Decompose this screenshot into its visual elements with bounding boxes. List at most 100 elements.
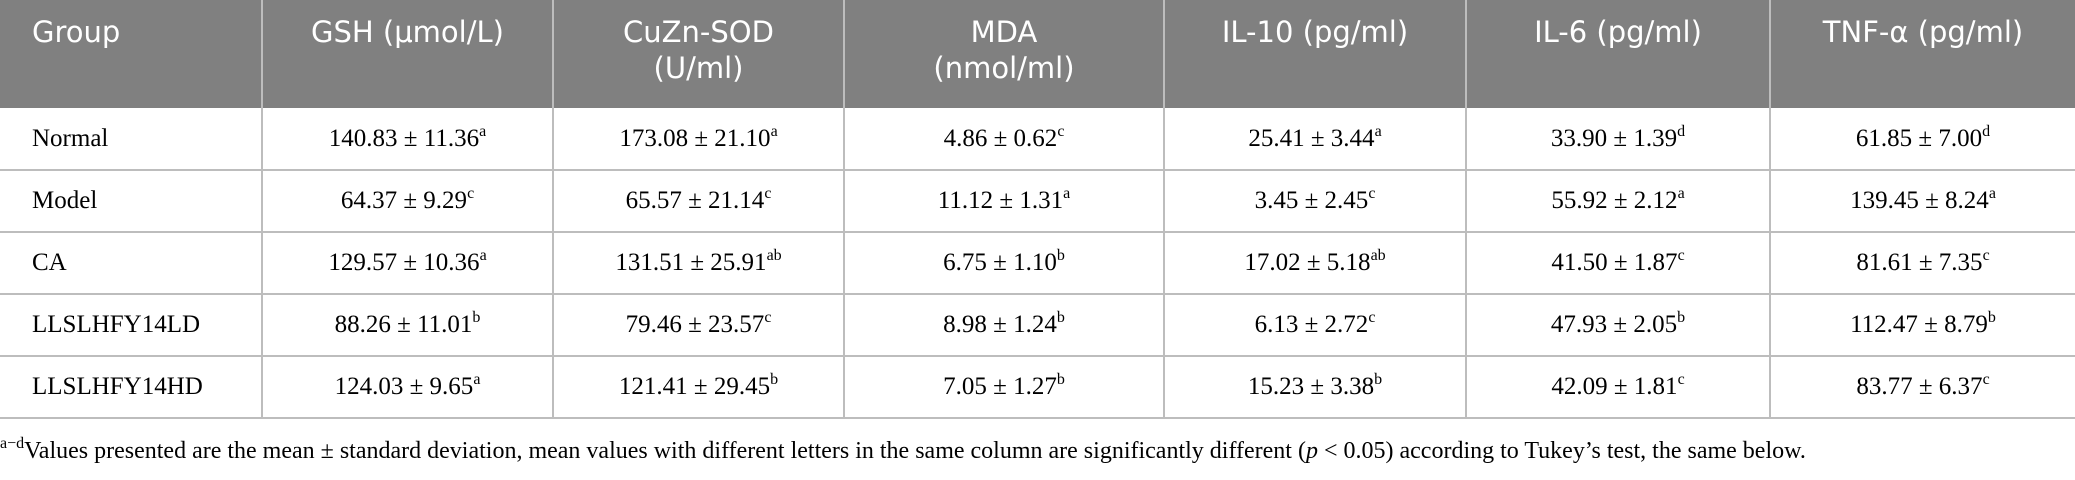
cell-text: 129.57 ± 10.36: [328, 249, 480, 276]
value-cell: 139.45 ± 8.24a: [1769, 170, 2075, 233]
cell-sup: b: [1056, 309, 1065, 326]
cell-text: 42.09 ± 1.81: [1551, 373, 1678, 400]
column-header: Group: [0, 0, 262, 108]
cell-sup: d: [1982, 122, 1991, 140]
header-text: CuZn-SOD: [623, 15, 774, 49]
cell-text: 41.50 ± 1.87: [1551, 249, 1678, 276]
value-cell: 3.45 ± 2.45c: [1163, 170, 1466, 233]
cell-text: 112.47 ± 8.79: [1850, 311, 1988, 338]
cell-text: 33.90 ± 1.39: [1550, 124, 1678, 152]
cell-sup: a: [1677, 185, 1685, 202]
cell-sup: b: [1987, 309, 1996, 326]
cell-text: 79.46 ± 23.57: [625, 311, 765, 338]
table-row: CA 129.57 ± 10.36a 131.51 ± 25.91ab 6.75 ± …: [0, 232, 2075, 295]
value-cell: 129.57 ± 10.36a: [261, 232, 553, 295]
cell-sup: c: [467, 185, 475, 202]
cell-sup: a: [1063, 185, 1071, 202]
group-cell: Normal: [0, 108, 262, 171]
cell-sup: c: [764, 309, 772, 326]
table-row: Model 64.37 ± 9.29c 65.57 ± 21.14c 11.12 ± …: [0, 170, 2075, 233]
cell-sup: a: [479, 122, 487, 140]
group-cell: Model: [0, 170, 262, 233]
cell-text: 121.41 ± 29.45: [618, 373, 771, 400]
column-header: GSH (μmol/L): [261, 0, 553, 108]
value-cell: 25.41 ± 3.44a: [1163, 108, 1466, 171]
cell-sup: b: [1056, 247, 1065, 264]
value-cell: 121.41 ± 29.45b: [552, 356, 844, 419]
value-cell: 140.83 ± 11.36a: [261, 108, 553, 171]
value-cell: 41.50 ± 1.87c: [1465, 232, 1770, 295]
cell-text: 25.41 ± 3.44: [1248, 124, 1375, 152]
column-header: IL-10 (pg/ml): [1163, 0, 1466, 108]
cell-text: 15.23 ± 3.38: [1247, 373, 1375, 400]
cell-text: 6.75 ± 1.10: [943, 249, 1057, 276]
cell-text: 81.61 ± 7.35: [1856, 249, 1983, 276]
footnote-text: < 0.05) according to Tukey’s test, the s…: [1317, 438, 1806, 464]
cell-sup: c: [1982, 371, 1990, 388]
cell-text: Model: [32, 187, 98, 214]
cell-text: 55.92 ± 2.12: [1551, 187, 1678, 214]
cell-text: 124.03 ± 9.65: [334, 373, 474, 400]
value-cell: 42.09 ± 1.81c: [1465, 356, 1770, 419]
cell-text: 4.86 ± 0.62: [943, 124, 1058, 152]
cell-sup: b: [1056, 371, 1065, 388]
cell-sup: c: [1057, 122, 1065, 140]
cell-sup: c: [1368, 185, 1376, 202]
cell-sup: c: [1677, 247, 1685, 264]
table-row: LLSLHFY14HD 124.03 ± 9.65a 121.41 ± 29.45b…: [0, 356, 2075, 419]
header-text: IL-10 (pg/ml): [1221, 15, 1409, 49]
table-row: LLSLHFY14LD 88.26 ± 11.01b 79.46 ± 23.57c 8…: [0, 294, 2075, 357]
value-cell: 33.90 ± 1.39d: [1465, 108, 1770, 171]
cell-text: 61.85 ± 7.00: [1855, 124, 1983, 152]
footnote-text: Values presented are the mean ± standard…: [24, 438, 1306, 464]
cell-text: LLSLHFY14HD: [32, 373, 203, 400]
value-cell: 15.23 ± 3.38b: [1163, 356, 1466, 419]
header-text: MDA: [970, 15, 1038, 49]
header-text: (U/ml): [653, 51, 744, 85]
cell-sup: a: [479, 247, 487, 264]
value-cell: 65.57 ± 21.14c: [552, 170, 844, 233]
group-cell: CA: [0, 232, 262, 295]
value-cell: 83.77 ± 6.37c: [1769, 356, 2075, 419]
value-cell: 124.03 ± 9.65a: [261, 356, 553, 419]
group-cell: LLSLHFY14HD: [0, 356, 262, 419]
value-cell: 55.92 ± 2.12a: [1465, 170, 1770, 233]
group-cell: LLSLHFY14LD: [0, 294, 262, 357]
cell-text: 83.77 ± 6.37: [1856, 373, 1983, 400]
cell-text: 8.98 ± 1.24: [943, 311, 1057, 338]
header-text: GSH (μmol/L): [311, 15, 504, 49]
cell-text: 140.83 ± 11.36: [328, 124, 480, 152]
cell-sup: b: [1677, 309, 1686, 326]
cell-text: 173.08 ± 21.10: [619, 124, 771, 152]
cell-text: 65.57 ± 21.14: [625, 187, 765, 214]
cell-text: 17.02 ± 5.18: [1244, 249, 1371, 276]
value-cell: 173.08 ± 21.10a: [552, 108, 844, 171]
cell-text: 11.12 ± 1.31: [937, 187, 1064, 214]
cell-sup: a: [473, 371, 481, 388]
value-cell: 11.12 ± 1.31a: [843, 170, 1164, 233]
header-text: TNF-α (pg/ml): [1822, 15, 2024, 49]
cell-sup: c: [1368, 309, 1376, 326]
cell-text: 64.37 ± 9.29: [340, 187, 468, 214]
cell-sup: a: [1374, 122, 1382, 140]
cell-sup: ab: [1370, 247, 1386, 264]
footnote-italic: p: [1305, 438, 1318, 464]
footnote: a−dValues presented are the mean ± stand…: [0, 436, 1806, 465]
cell-text: Normal: [32, 124, 109, 152]
data-table: Group GSH (μmol/L) CuZn-SOD (U/ml) MDA (nmol/…: [0, 0, 2075, 419]
value-cell: 8.98 ± 1.24b: [843, 294, 1164, 357]
cell-text: 6.13 ± 2.72: [1254, 311, 1369, 338]
value-cell: 47.93 ± 2.05b: [1465, 294, 1770, 357]
column-header: CuZn-SOD (U/ml): [552, 0, 844, 108]
cell-text: CA: [32, 249, 67, 276]
cell-sup: c: [764, 185, 772, 202]
value-cell: 81.61 ± 7.35c: [1769, 232, 2075, 295]
cell-sup: ab: [766, 247, 782, 264]
value-cell: 79.46 ± 23.57c: [552, 294, 844, 357]
cell-sup: d: [1677, 122, 1686, 140]
cell-text: 139.45 ± 8.24: [1850, 187, 1989, 214]
cell-text: LLSLHFY14LD: [32, 311, 201, 338]
value-cell: 7.05 ± 1.27b: [843, 356, 1164, 419]
value-cell: 6.13 ± 2.72c: [1163, 294, 1466, 357]
